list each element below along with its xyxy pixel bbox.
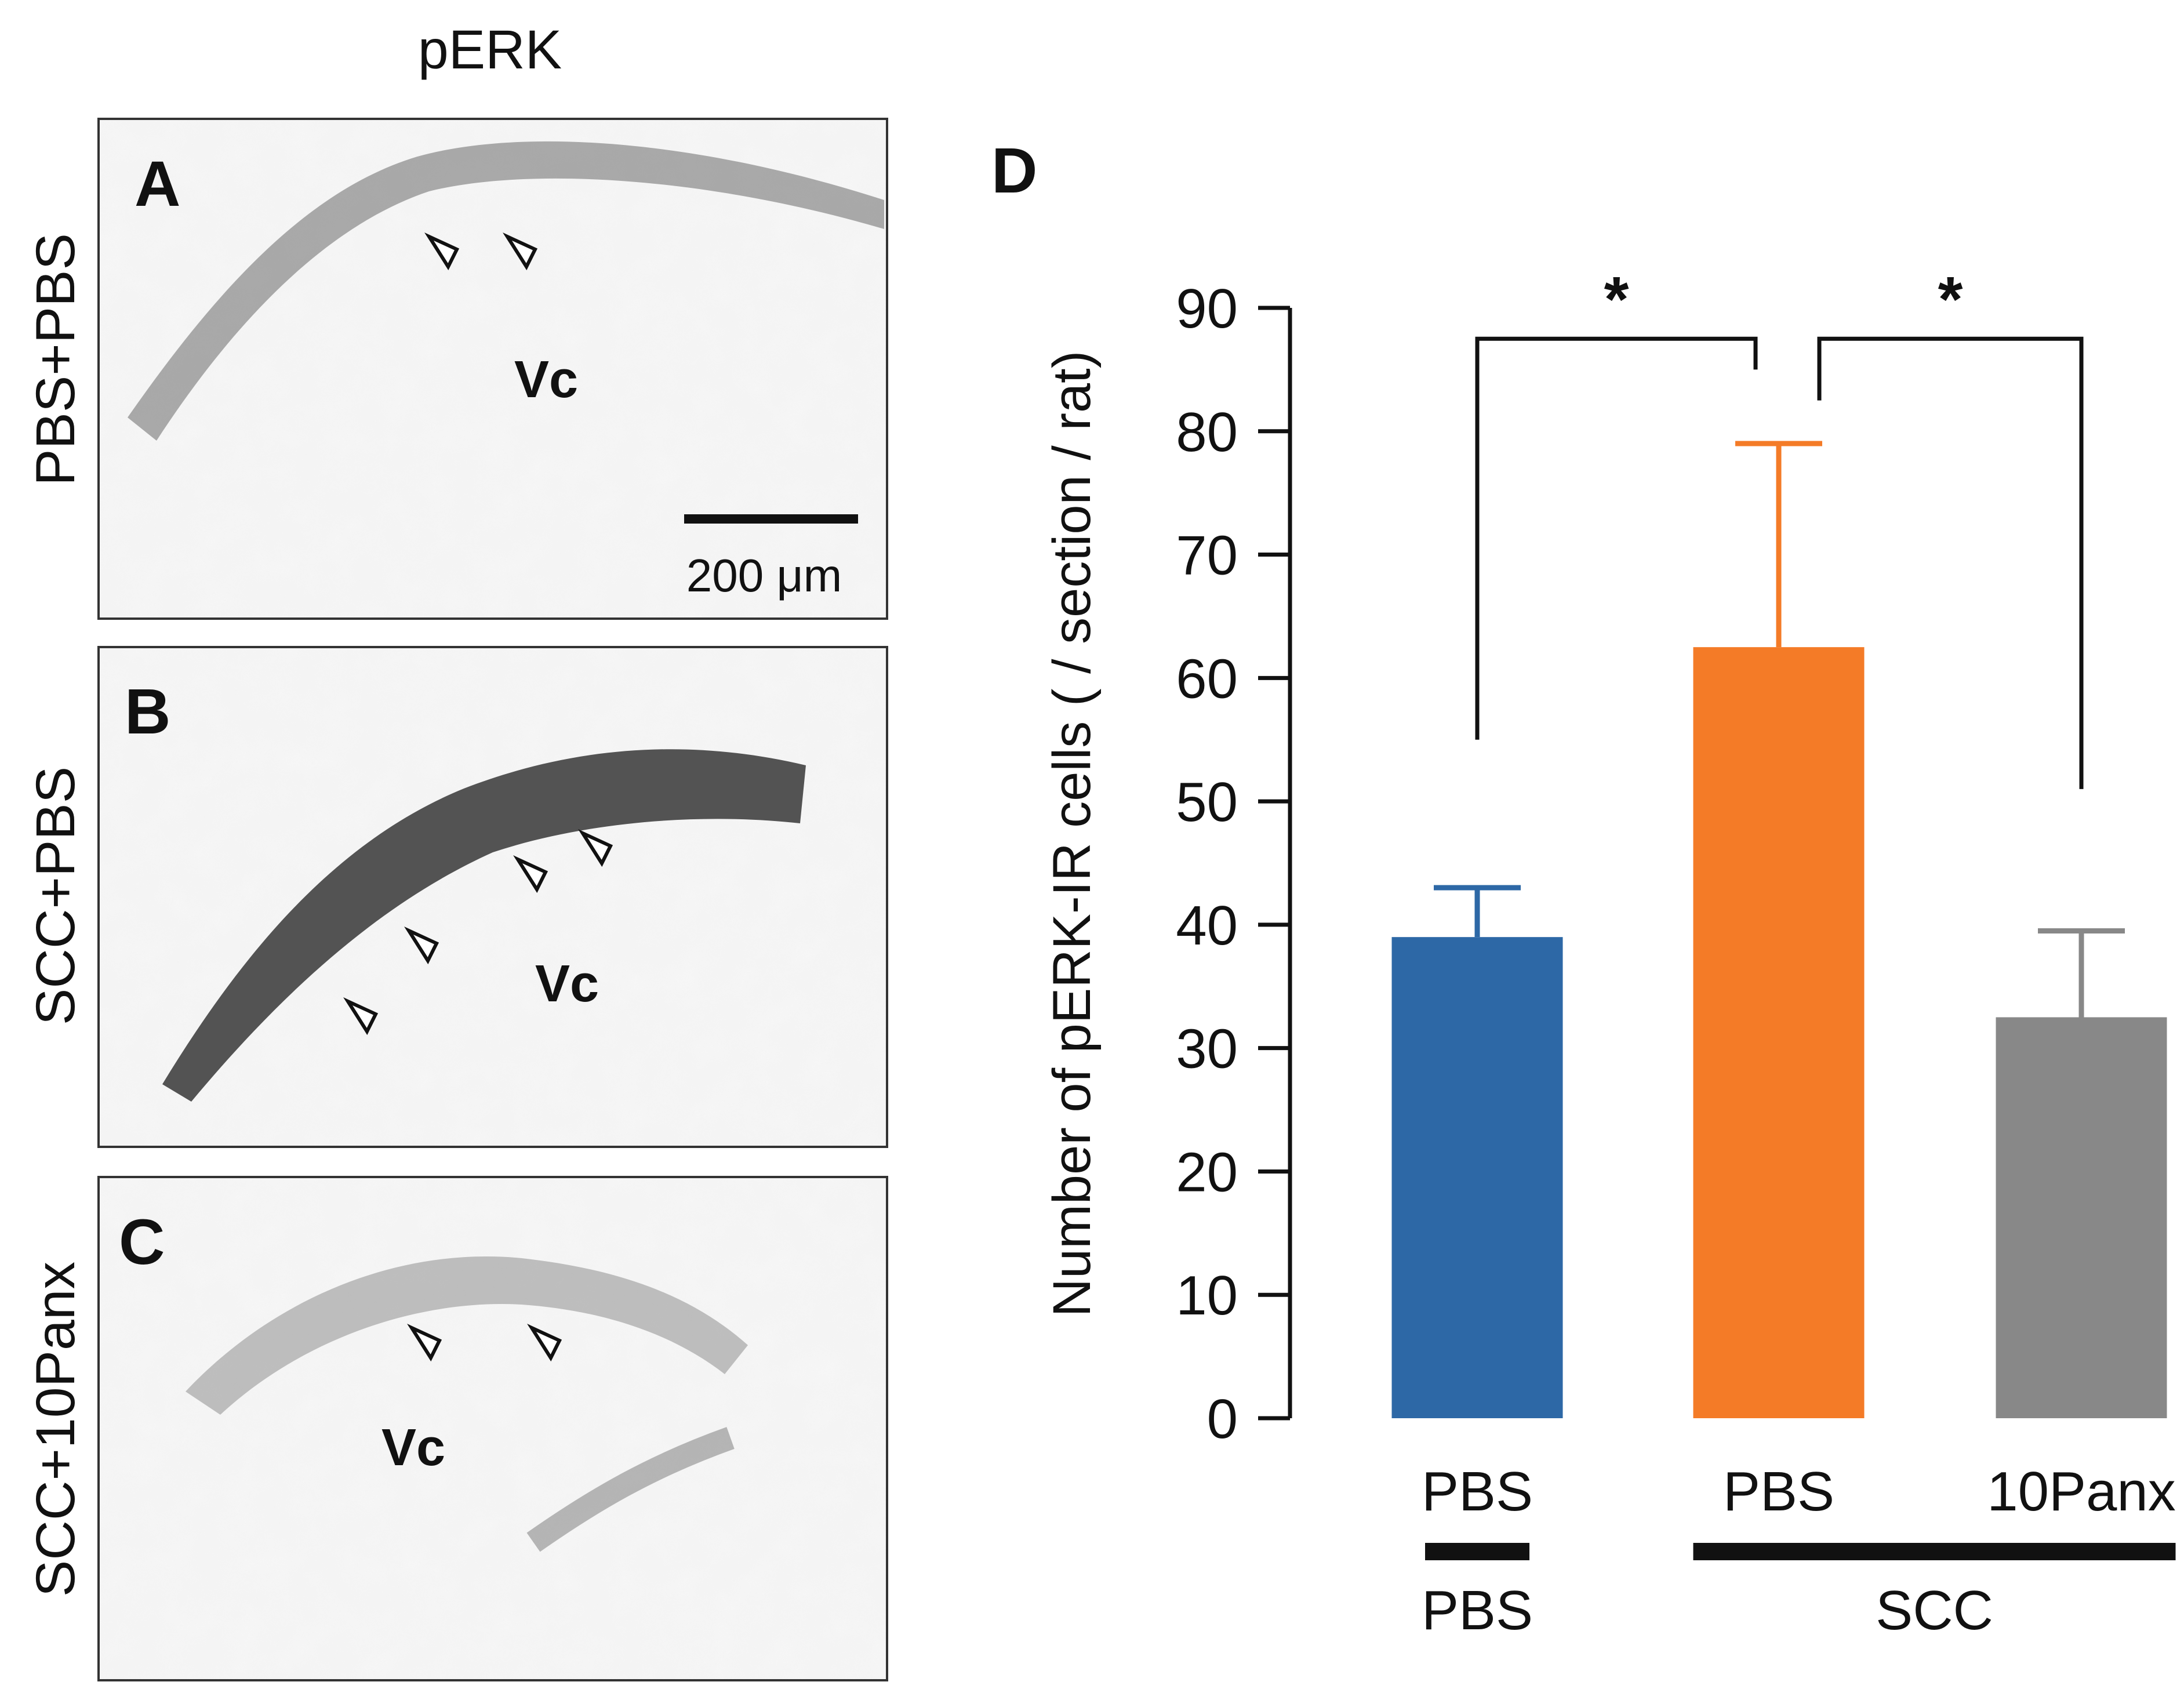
category-label: 10Panx: [1987, 1461, 2176, 1523]
column-title: pERK: [418, 19, 562, 81]
significance-bracket: [1475, 336, 1758, 740]
row-label-b: SCC+PBS: [25, 767, 86, 1025]
arrowhead-icon: [503, 233, 538, 271]
panel-letter-b: B: [125, 676, 170, 747]
arrowhead-icon: [407, 1324, 442, 1362]
arrowhead-icon: [578, 829, 613, 867]
y-tick-label: 80: [1176, 401, 1238, 463]
region-label-b: Vc: [535, 955, 599, 1013]
y-axis-title: Number of pERK-IR cells ( / section / ra…: [1042, 351, 1102, 1317]
region-label-c: Vc: [381, 1419, 445, 1477]
vessel-shape: [526, 1427, 735, 1552]
region-label-a: Vc: [514, 351, 578, 409]
y-tick-label: 0: [1207, 1388, 1238, 1450]
y-tick-label: 10: [1176, 1265, 1238, 1327]
group-label: PBS: [1422, 1579, 1533, 1641]
significance-marker: *: [1604, 264, 1629, 335]
row-label-a: PBS+PBS: [25, 233, 86, 486]
bar: [1391, 937, 1563, 1418]
dense-staining-band: [128, 141, 884, 441]
y-tick-label: 90: [1176, 278, 1238, 340]
bar-chart: 0 10 20 30 40 50 60 70 80 90 PBS PBS 10Panx PBS SCC * *: [1176, 264, 2176, 1641]
scale-bar-label: 200 μm: [686, 550, 842, 601]
bar: [1996, 1017, 2167, 1418]
arrowhead-icon: [424, 233, 460, 271]
panel-letter-d: D: [991, 135, 1037, 206]
micrograph-panel-a: A Vc 200 μm: [97, 118, 888, 620]
category-label: PBS: [1422, 1461, 1533, 1523]
bar: [1693, 647, 1865, 1418]
arrowhead-icon: [404, 927, 439, 965]
panel-letter-c: C: [119, 1207, 165, 1278]
row-label-c: SCC+10Panx: [25, 1262, 86, 1597]
panel-letter-a: A: [135, 148, 180, 220]
y-tick-label: 30: [1176, 1018, 1238, 1080]
category-label: PBS: [1723, 1461, 1834, 1523]
dense-staining-band: [162, 749, 806, 1102]
significance-bracket: [1817, 336, 2084, 789]
y-tick-label: 70: [1176, 525, 1238, 587]
y-tick-label: 20: [1176, 1141, 1238, 1203]
micrograph-panel-b: B Vc: [97, 646, 888, 1148]
y-tick-label: 40: [1176, 895, 1238, 957]
arrowhead-icon: [513, 855, 548, 893]
significance-marker: *: [1938, 264, 1963, 335]
y-tick-label: 60: [1176, 648, 1238, 710]
group-label: SCC: [1876, 1579, 1993, 1641]
arrowhead-icon: [343, 997, 379, 1036]
arrowhead-icon: [527, 1324, 562, 1362]
micrograph-panel-c: C Vc: [97, 1176, 888, 1681]
y-tick-label: 50: [1176, 771, 1238, 833]
dense-staining-band: [186, 1256, 748, 1415]
